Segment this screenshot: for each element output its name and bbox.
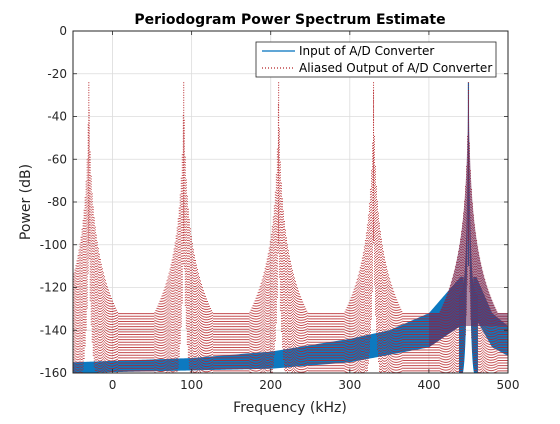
y-tick-label: -20	[47, 67, 67, 81]
legend-label-input: Input of A/D Converter	[299, 44, 434, 58]
y-tick-labels: 0 -20 -40 -60 -80 -100 -120 -140 -160	[40, 24, 67, 380]
legend-label-aliased: Aliased Output of A/D Converter	[299, 61, 492, 75]
x-tick-label: 100	[180, 378, 203, 392]
y-tick-label: -60	[47, 152, 67, 166]
aliased-spectrum	[73, 90, 508, 373]
chart-title: Periodogram Power Spectrum Estimate	[134, 12, 445, 28]
x-tick-label: 500	[497, 378, 520, 392]
aliased-series	[73, 82, 508, 373]
y-tick-label: -140	[40, 323, 67, 337]
y-tick-label: -80	[47, 195, 67, 209]
x-tick-label: 200	[259, 378, 282, 392]
axis-ticks	[73, 30, 509, 374]
y-tick-label: -160	[40, 366, 67, 380]
input-noise-floor	[73, 276, 464, 373]
x-tick-labels: 0 100 200 300 400 500	[109, 378, 520, 392]
y-tick-label: -40	[47, 110, 67, 124]
overlap-region	[428, 82, 508, 348]
y-tick-label: -120	[40, 281, 67, 295]
y-tick-label: -100	[40, 238, 67, 252]
x-tick-label: 400	[417, 378, 440, 392]
legend: Input of A/D Converter Aliased Output of…	[255, 41, 497, 78]
x-tick-label: 300	[338, 378, 361, 392]
x-tick-label: 0	[109, 378, 117, 392]
y-axis-label: Power (dB)	[18, 164, 34, 240]
legend-box	[255, 41, 497, 78]
x-axis-label: Frequency (kHz)	[233, 400, 347, 416]
y-tick-label: 0	[59, 24, 67, 38]
